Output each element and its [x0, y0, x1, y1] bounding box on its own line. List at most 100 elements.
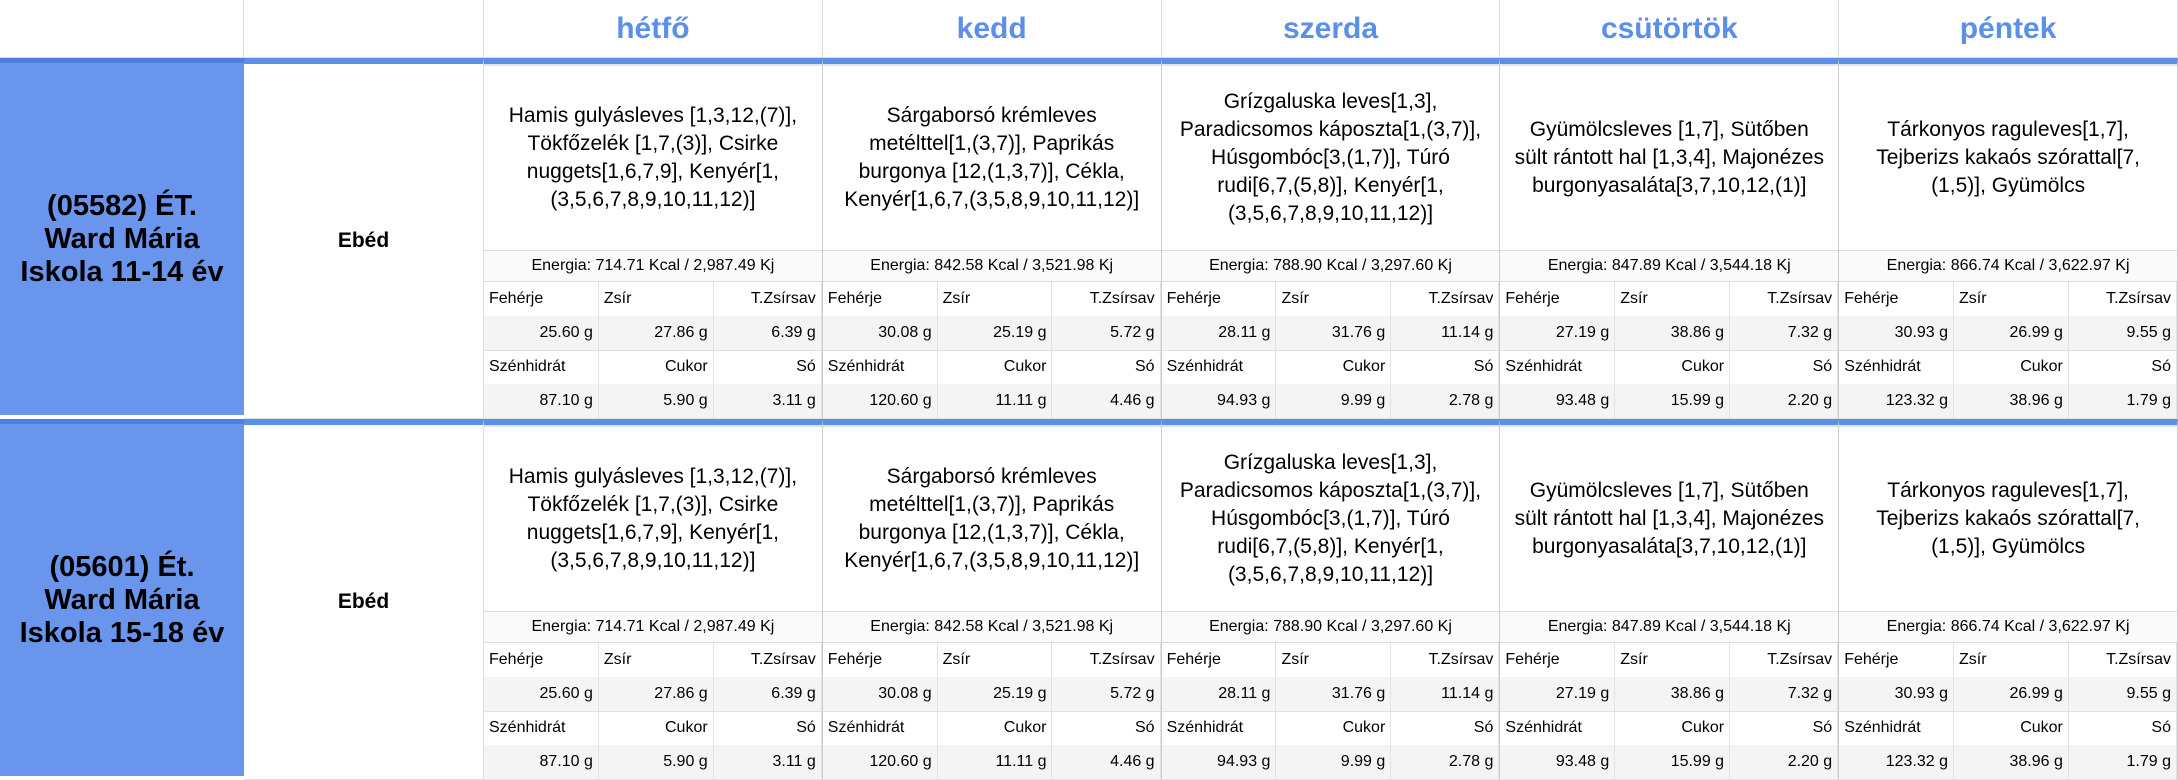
nutrient-label: Cukor	[1615, 350, 1731, 385]
nutrient-value: 120.60 g	[822, 745, 938, 780]
day-cell: Gyümölcsleves [1,7], Sütőben sült rántot…	[1500, 58, 1840, 419]
day-cell: Hamis gulyásleves [1,3,12,(7)], Tökfőzel…	[484, 58, 823, 419]
nutrient-value-row: 87.10 g 5.90 g 3.11 g	[484, 745, 822, 780]
nutrient-value: 7.32 g	[1730, 316, 1839, 351]
nutrient-label: Szénhidrát	[822, 711, 938, 746]
group-name: (05601) Ét. Ward Mária Iskola 15-18 év	[0, 419, 244, 780]
nutrient-label: Só	[1730, 711, 1839, 746]
nutrient-label: Zsír	[937, 282, 1053, 317]
nutrient-value: 5.90 g	[598, 384, 714, 419]
nutrient-value: 11.11 g	[937, 384, 1053, 419]
nutrient-value: 38.86 g	[1615, 316, 1731, 351]
nutrient-label: Zsír	[1615, 282, 1731, 317]
nutrient-value-row: 123.32 g 38.96 g 1.79 g	[1839, 745, 2177, 780]
nutrient-label: Szénhidrát	[1500, 711, 1616, 746]
nutrient-value: 93.48 g	[1500, 745, 1616, 780]
nutrient-label: Szénhidrát	[484, 711, 599, 746]
nutrient-label: Só	[1391, 711, 1500, 746]
day-header: szerda	[1161, 0, 1501, 58]
nutrient-value: 27.86 g	[598, 316, 714, 351]
nutrient-label: T.Zsírsav	[1391, 282, 1500, 317]
nutrient-label: Fehérje	[1839, 282, 1955, 317]
nutrient-label: Zsír	[1276, 643, 1392, 678]
energy: Energia: 788.90 Kcal / 3,297.60 Kj	[1161, 251, 1500, 282]
nutrient-label: Szénhidrát	[1839, 711, 1955, 746]
nutrient-value: 9.99 g	[1276, 384, 1392, 419]
nutrient-label: Cukor	[598, 350, 714, 385]
nutrient-label-row: Szénhidrát Cukor Só	[1500, 350, 1839, 385]
nutrient-value: 6.39 g	[713, 677, 822, 712]
nutrient-label-row: Fehérje Zsír T.Zsírsav	[822, 282, 1161, 317]
nutrient-value-row: 120.60 g 11.11 g 4.46 g	[822, 745, 1161, 780]
nutrient-value: 93.48 g	[1500, 384, 1616, 419]
nutrient-value: 27.19 g	[1500, 316, 1616, 351]
nutrient-label-row: Fehérje Zsír T.Zsírsav	[1839, 643, 2177, 678]
nutrient-label: Zsír	[1615, 643, 1731, 678]
nutrient-value: 123.32 g	[1839, 745, 1955, 780]
nutrient-label-row: Szénhidrát Cukor Só	[1839, 711, 2177, 746]
menu-text: Gyümölcsleves [1,7], Sütőben sült rántot…	[1500, 64, 1839, 251]
nutrient-value: 25.60 g	[484, 677, 599, 712]
day-cell: Grízgaluska leves[1,3], Paradicsomos káp…	[1161, 58, 1501, 419]
nutrient-value: 25.19 g	[937, 677, 1053, 712]
nutrient-value: 9.55 g	[2068, 316, 2177, 351]
nutrient-label: Só	[713, 350, 822, 385]
menu-text: Tárkonyos raguleves[1,7], Tejberizs kaka…	[1839, 425, 2177, 612]
nutrient-value: 38.96 g	[1954, 745, 2069, 780]
nutrient-value: 2.78 g	[1391, 745, 1500, 780]
meal-label: Ebéd	[244, 419, 484, 780]
nutrient-value: 6.39 g	[713, 316, 822, 351]
nutrient-label: T.Zsírsav	[2068, 282, 2177, 317]
nutrient-value: 2.78 g	[1391, 384, 1500, 419]
nutrient-label-row: Szénhidrát Cukor Só	[484, 350, 822, 385]
nutrient-value: 94.93 g	[1161, 745, 1277, 780]
nutrient-value: 1.79 g	[2068, 384, 2177, 419]
nutrient-label: Szénhidrát	[484, 350, 599, 385]
nutrient-label-row: Szénhidrát Cukor Só	[1839, 350, 2177, 385]
day-cell: Gyümölcsleves [1,7], Sütőben sült rántot…	[1500, 419, 1840, 780]
nutrient-value: 31.76 g	[1276, 316, 1392, 351]
nutrient-label: Só	[2068, 350, 2177, 385]
nutrient-label: Szénhidrát	[822, 350, 938, 385]
nutrient-label: T.Zsírsav	[713, 643, 822, 678]
nutrient-value: 9.99 g	[1276, 745, 1392, 780]
nutrient-label: Zsír	[937, 643, 1053, 678]
nutrient-value-row: 87.10 g 5.90 g 3.11 g	[484, 384, 822, 419]
day-header: csütörtök	[1500, 0, 1840, 58]
nutrient-value-row: 30.08 g 25.19 g 5.72 g	[822, 677, 1161, 712]
nutrient-label: Szénhidrát	[1500, 350, 1616, 385]
nutrient-value: 94.93 g	[1161, 384, 1277, 419]
nutrient-label: Só	[1052, 711, 1161, 746]
nutrient-label: T.Zsírsav	[1730, 282, 1839, 317]
nutrient-value-row: 30.08 g 25.19 g 5.72 g	[822, 316, 1161, 351]
nutrient-label: Zsír	[1954, 282, 2069, 317]
nutrient-label: Zsír	[1276, 282, 1392, 317]
nutrient-value-row: 27.19 g 38.86 g 7.32 g	[1500, 316, 1839, 351]
nutrient-value: 3.11 g	[713, 384, 822, 419]
day-header: kedd	[822, 0, 1162, 58]
nutrient-label-row: Szénhidrát Cukor Só	[822, 350, 1161, 385]
nutrient-label: T.Zsírsav	[1052, 643, 1161, 678]
nutrient-label: T.Zsírsav	[1391, 643, 1500, 678]
nutrient-value-row: 25.60 g 27.86 g 6.39 g	[484, 677, 822, 712]
nutrient-value: 5.72 g	[1052, 316, 1161, 351]
nutrient-value: 4.46 g	[1052, 745, 1161, 780]
day-cell: Sárgaborsó krémleves metélttel[1,(3,7)],…	[822, 419, 1162, 780]
nutrient-label: Zsír	[598, 282, 714, 317]
menu-text: Hamis gulyásleves [1,3,12,(7)], Tökfőzel…	[484, 64, 822, 251]
nutrient-label: T.Zsírsav	[1730, 643, 1839, 678]
nutrient-value: 11.14 g	[1391, 316, 1500, 351]
nutrient-label-row: Fehérje Zsír T.Zsírsav	[1500, 643, 1839, 678]
nutrient-value: 7.32 g	[1730, 677, 1839, 712]
nutrient-label-row: Fehérje Zsír T.Zsírsav	[1161, 282, 1500, 317]
nutrient-label: Cukor	[1276, 350, 1392, 385]
nutrient-label-row: Szénhidrát Cukor Só	[1500, 711, 1839, 746]
day-cell: Tárkonyos raguleves[1,7], Tejberizs kaka…	[1839, 58, 2178, 419]
nutrient-value-row: 25.60 g 27.86 g 6.39 g	[484, 316, 822, 351]
nutrient-value-row: 120.60 g 11.11 g 4.46 g	[822, 384, 1161, 419]
nutrient-label-row: Fehérje Zsír T.Zsírsav	[1500, 282, 1839, 317]
nutrient-value: 4.46 g	[1052, 384, 1161, 419]
nutrient-value: 38.96 g	[1954, 384, 2069, 419]
nutrient-value: 11.11 g	[937, 745, 1053, 780]
